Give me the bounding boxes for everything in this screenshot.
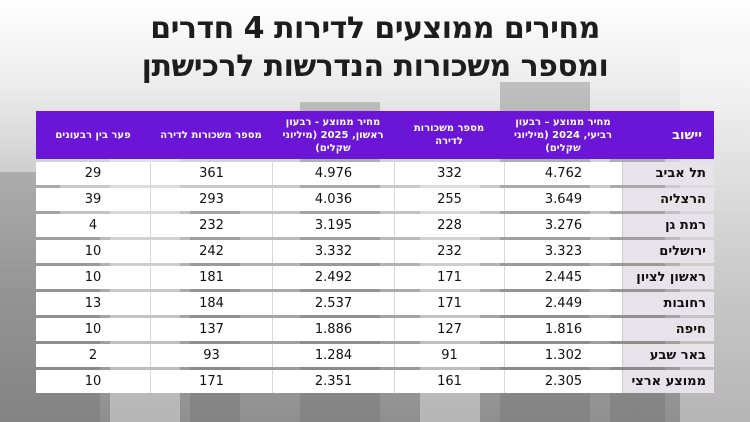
cell-gap: 10 [36,266,150,289]
cell-price-q1: 1.284 [272,344,394,367]
cell-salaries-q1: 293 [150,188,272,211]
header-gap: פער בין רבעונים [36,111,150,159]
cell-price-q4: 1.302 [504,344,622,367]
header-price-q1-2025: מחיר ממוצע - רבעון ראשון, 2025 (מיליוני … [272,111,394,159]
table-row: באר שבע 1.302 91 1.284 93 2 [36,344,714,367]
cell-salaries-q1: 93 [150,344,272,367]
cell-city: רמת גן [622,214,714,237]
cell-salaries-q4: 332 [394,162,504,185]
cell-salaries-q1: 137 [150,318,272,341]
cell-price-q1: 3.332 [272,240,394,263]
cell-city: תל אביב [622,162,714,185]
title-line-1: מחירים ממוצעים לדירות 4 חדרים [150,11,600,46]
prices-table: יישוב מחיר ממוצע – רבעון רביעי, 2024 (מי… [36,108,714,396]
cell-salaries-q1: 184 [150,292,272,315]
cell-gap: 10 [36,240,150,263]
prices-table-container: יישוב מחיר ממוצע – רבעון רביעי, 2024 (מי… [36,108,714,396]
table-row: תל אביב 4.762 332 4.976 361 29 [36,162,714,185]
cell-city: רחובות [622,292,714,315]
header-price-q4-2024: מחיר ממוצע – רבעון רביעי, 2024 (מיליוני … [504,111,622,159]
cell-price-q1: 4.036 [272,188,394,211]
cell-gap: 2 [36,344,150,367]
cell-gap: 4 [36,214,150,237]
cell-price-q4: 1.816 [504,318,622,341]
cell-price-q1: 2.351 [272,370,394,393]
cell-price-q1: 3.195 [272,214,394,237]
cell-salaries-q1: 181 [150,266,272,289]
table-row: ירושלים 3.323 232 3.332 242 10 [36,240,714,263]
cell-price-q1: 2.492 [272,266,394,289]
title-line-2: ומספר משכורות הנדרשות לרכישתן [141,49,609,84]
cell-salaries-q4: 228 [394,214,504,237]
cell-city: הרצליה [622,188,714,211]
table-row: רחובות 2.449 171 2.537 184 13 [36,292,714,315]
cell-city: באר שבע [622,344,714,367]
cell-gap: 13 [36,292,150,315]
table-row: רמת גן 3.276 228 3.195 232 4 [36,214,714,237]
cell-city: חיפה [622,318,714,341]
cell-price-q4: 3.276 [504,214,622,237]
cell-price-q1: 4.976 [272,162,394,185]
cell-gap: 39 [36,188,150,211]
header-city: יישוב [622,111,714,159]
cell-gap: 10 [36,318,150,341]
cell-salaries-q4: 127 [394,318,504,341]
cell-salaries-q1: 242 [150,240,272,263]
cell-salaries-q4: 255 [394,188,504,211]
header-salaries-q4-2024: מספר משכורות לדירה [394,111,504,159]
table-row: ממוצע ארצי 2.305 161 2.351 171 10 [36,370,714,393]
cell-salaries-q1: 171 [150,370,272,393]
cell-price-q4: 2.449 [504,292,622,315]
header-salaries-q1-2025: מספר משכורות לדירה [150,111,272,159]
cell-gap: 29 [36,162,150,185]
cell-salaries-q4: 171 [394,266,504,289]
cell-gap: 10 [36,370,150,393]
cell-salaries-q4: 161 [394,370,504,393]
cell-price-q4: 2.305 [504,370,622,393]
table-row: הרצליה 3.649 255 4.036 293 39 [36,188,714,211]
cell-price-q4: 3.649 [504,188,622,211]
page-title: מחירים ממוצעים לדירות 4 חדרים ומספר משכו… [0,10,750,86]
cell-city: ירושלים [622,240,714,263]
cell-salaries-q4: 91 [394,344,504,367]
cell-salaries-q4: 232 [394,240,504,263]
cell-salaries-q1: 361 [150,162,272,185]
table-row: חיפה 1.816 127 1.886 137 10 [36,318,714,341]
cell-price-q1: 2.537 [272,292,394,315]
cell-salaries-q1: 232 [150,214,272,237]
cell-price-q4: 4.762 [504,162,622,185]
cell-city: ראשון לציון [622,266,714,289]
cell-salaries-q4: 171 [394,292,504,315]
table-row: ראשון לציון 2.445 171 2.492 181 10 [36,266,714,289]
cell-city: ממוצע ארצי [622,370,714,393]
cell-price-q1: 1.886 [272,318,394,341]
cell-price-q4: 2.445 [504,266,622,289]
cell-price-q4: 3.323 [504,240,622,263]
table-header-row: יישוב מחיר ממוצע – רבעון רביעי, 2024 (מי… [36,111,714,159]
